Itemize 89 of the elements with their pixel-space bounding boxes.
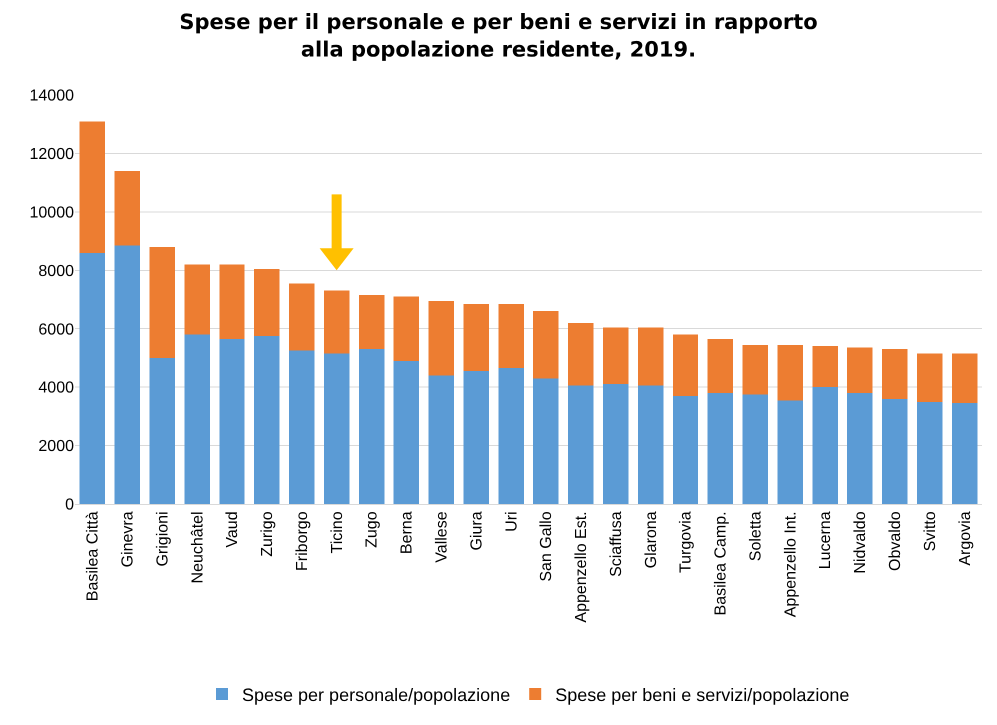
legend-label: Spese per personale/popolazione — [242, 685, 510, 705]
x-tick-label: Turgovia — [678, 511, 695, 574]
bar — [847, 392, 873, 504]
x-tick-label: Ticino — [328, 511, 346, 554]
bar — [428, 375, 454, 504]
bar — [114, 170, 140, 246]
x-tick-label: Sciaffusa — [608, 511, 625, 577]
x-tick-label: Giura — [468, 511, 486, 551]
bar — [463, 304, 489, 372]
x-tick-label: Zugo — [364, 511, 381, 548]
bar — [672, 396, 698, 504]
bar — [324, 290, 350, 354]
x-tick-label: Berna — [398, 511, 416, 554]
bar — [463, 371, 489, 504]
bar — [80, 252, 106, 504]
y-tick-label: 8000 — [38, 262, 74, 280]
bar — [533, 378, 559, 504]
y-tick-label: 14000 — [30, 88, 74, 105]
bar — [289, 283, 314, 351]
y-tick-label: 2000 — [38, 438, 74, 456]
bar — [602, 327, 628, 384]
x-tick-label: Lucerna — [817, 511, 834, 570]
bar — [289, 350, 314, 504]
bar — [742, 344, 768, 394]
x-tick-label: Svitto — [922, 511, 939, 552]
x-tick-label: Basilea Camp. — [712, 511, 730, 616]
x-tick-label: Zurigo — [259, 511, 276, 557]
x-tick-label: Appenzello Est. — [573, 511, 590, 623]
bar — [219, 264, 245, 339]
x-tick-label: Ginevra — [120, 511, 137, 568]
bar — [882, 349, 908, 399]
bar — [638, 386, 664, 504]
bar — [916, 402, 942, 504]
bar — [568, 386, 594, 504]
x-tick-label: Grigioni — [154, 511, 172, 567]
x-tick-label: Glarona — [642, 511, 660, 568]
bar — [533, 311, 559, 378]
bar — [952, 403, 978, 504]
bar — [184, 264, 210, 335]
y-tick-label: 0 — [65, 496, 74, 514]
bar — [847, 348, 873, 393]
bar — [184, 334, 210, 504]
x-tick-label: Soletta — [747, 511, 764, 562]
bar — [149, 358, 175, 504]
x-tick-label: Nidvaldo — [852, 511, 870, 574]
bar — [708, 338, 734, 393]
x-tick-label: Vaud — [224, 511, 242, 548]
bar — [952, 354, 978, 404]
x-tick-label: Neuchâtel — [189, 511, 206, 584]
x-tick-label: Vallese — [433, 511, 450, 563]
x-tick-label: San Gallo — [538, 511, 556, 582]
bar — [638, 327, 664, 386]
x-tick-label: Obvaldo — [886, 511, 904, 571]
bar — [742, 394, 768, 504]
bar — [394, 296, 420, 361]
y-tick-label: 4000 — [38, 380, 74, 397]
bar — [80, 121, 106, 253]
bar — [498, 368, 524, 504]
bar — [428, 300, 454, 376]
bar — [114, 245, 140, 504]
bar — [777, 400, 803, 504]
bar — [358, 295, 384, 350]
bar — [777, 344, 803, 400]
chart-title: Spese per il personale e per beni e servizi in rapporto alla popolazione residente, 2019. — [179, 10, 818, 62]
bar — [219, 338, 245, 504]
x-tick-label: Uri — [503, 511, 520, 532]
bar — [812, 346, 838, 388]
bar — [149, 246, 175, 358]
bar — [254, 336, 280, 504]
bar — [358, 349, 384, 504]
y-tick-label: 10000 — [30, 204, 74, 222]
x-tick-label: Appenzello Int. — [782, 511, 800, 618]
y-tick-label: 12000 — [30, 146, 74, 164]
bar — [498, 304, 524, 368]
bar — [568, 322, 594, 386]
bar — [882, 398, 908, 504]
x-tick-label: Argovia — [956, 511, 974, 566]
bar — [672, 334, 698, 396]
bar — [812, 387, 838, 504]
x-tick-label: Friborgo — [294, 511, 311, 571]
bar — [394, 360, 420, 504]
bar — [254, 268, 280, 336]
y-tick-label: 6000 — [38, 321, 74, 338]
legend-label: Spese per beni e servizi/popolazione — [555, 685, 850, 705]
bar — [916, 354, 942, 402]
bar — [324, 354, 350, 504]
bar — [602, 384, 628, 504]
bar — [708, 392, 734, 504]
x-tick-label: Basilea Città — [84, 511, 102, 602]
